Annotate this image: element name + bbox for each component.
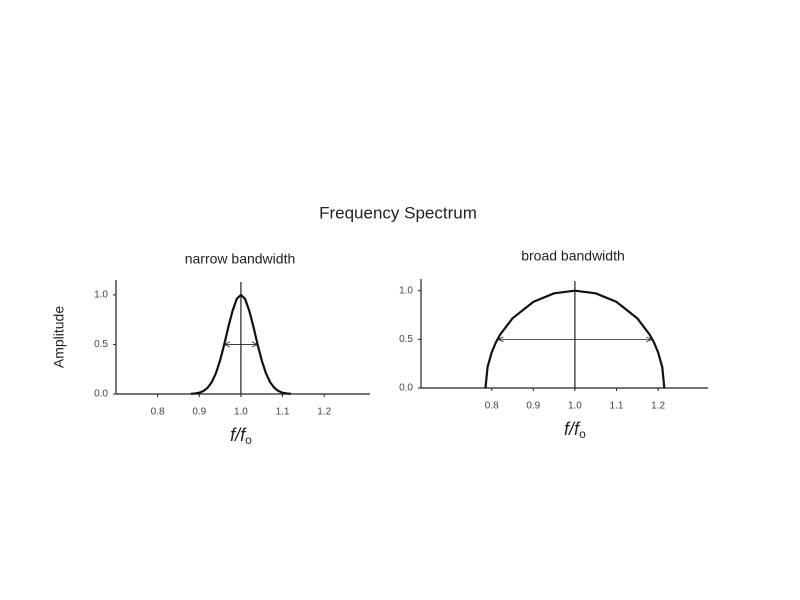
y-tick-label: 0.5 bbox=[399, 334, 413, 345]
y-axis-label: Amplitude bbox=[51, 306, 67, 368]
panel-title: narrow bandwidth bbox=[185, 251, 296, 267]
x-tick-label: 1.2 bbox=[651, 401, 665, 412]
x-tick-label: 1.0 bbox=[568, 401, 582, 412]
panel-title: broad bandwidth bbox=[521, 248, 625, 264]
x-axis-label-sub: o bbox=[579, 427, 586, 441]
x-tick-label: 1.1 bbox=[276, 407, 290, 418]
y-tick-label: 0.0 bbox=[94, 389, 108, 400]
y-tick-label: 1.0 bbox=[399, 285, 413, 296]
x-axis-label-main: f/f bbox=[230, 425, 247, 445]
x-tick-label: 0.9 bbox=[526, 401, 540, 412]
x-tick-label: 1.1 bbox=[610, 401, 624, 412]
x-axis-label: f/fo bbox=[564, 419, 586, 441]
x-axis-label-main: f/f bbox=[564, 419, 581, 439]
y-tick-label: 0.5 bbox=[94, 339, 108, 350]
x-axis-label: f/fo bbox=[230, 425, 252, 447]
spectrum-line bbox=[484, 289, 666, 389]
y-tick-label: 1.0 bbox=[94, 290, 108, 301]
spectrum-line bbox=[190, 293, 291, 395]
x-tick-label: 0.8 bbox=[485, 401, 499, 412]
x-tick-label: 1.0 bbox=[234, 407, 248, 418]
x-tick-label: 0.9 bbox=[192, 407, 206, 418]
x-tick-label: 0.8 bbox=[151, 407, 165, 418]
x-tick-label: 1.2 bbox=[317, 407, 331, 418]
figure-title: Frequency Spectrum bbox=[319, 203, 477, 222]
x-axis-label-sub: o bbox=[245, 433, 252, 447]
y-tick-label: 0.0 bbox=[399, 383, 413, 394]
